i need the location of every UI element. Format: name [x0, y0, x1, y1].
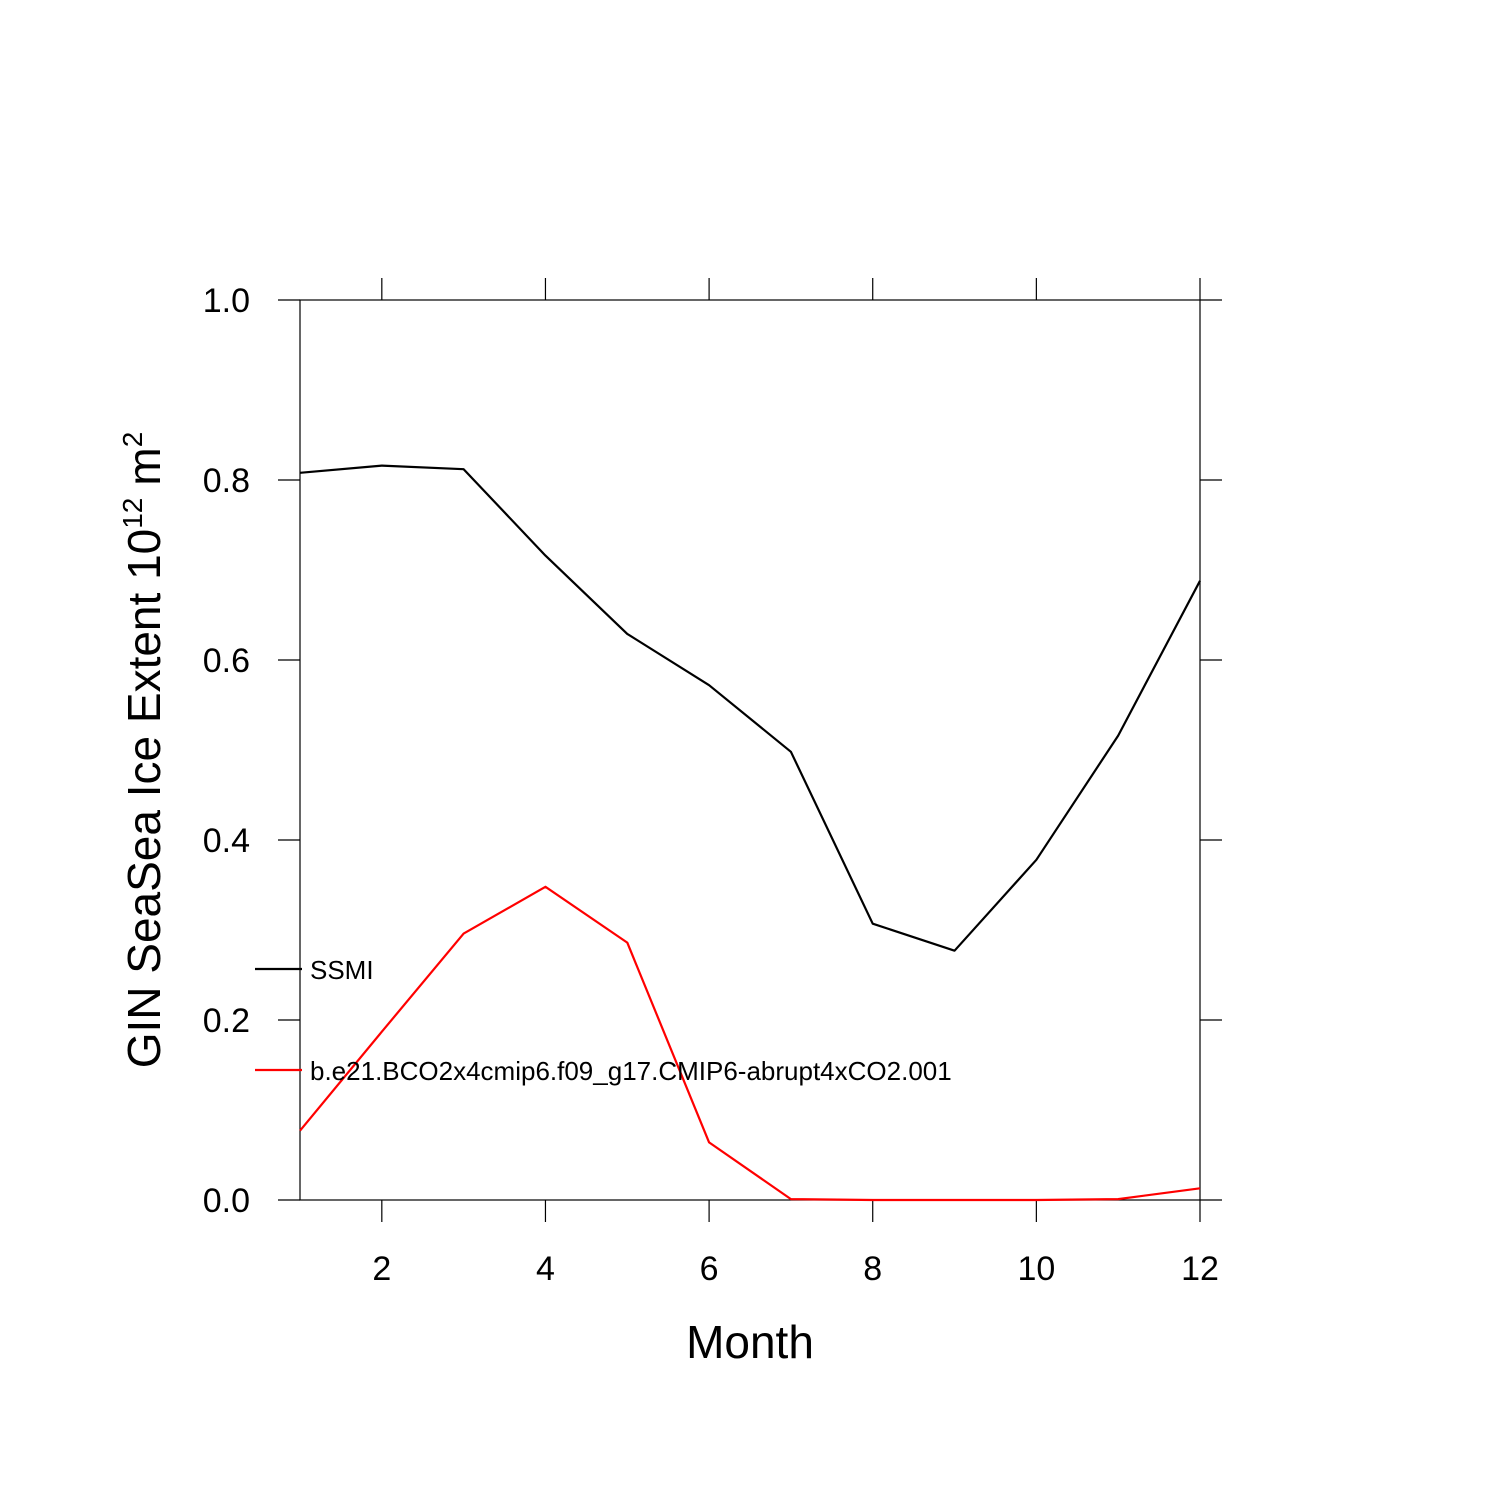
x-tick-label: 8	[863, 1250, 882, 1288]
x-tick-label: 2	[372, 1250, 391, 1288]
data-line	[299, 885, 1201, 1202]
y-label-text: GIN SeaSea Ice Extent 10	[118, 529, 170, 1069]
y-tick-label: 0.8	[203, 462, 250, 500]
x-tick-label: 6	[700, 1250, 719, 1288]
y-tick-label: 0.4	[203, 822, 250, 860]
x-tick-label: 10	[1017, 1250, 1055, 1288]
y-axis-label: GIN SeaSea Ice Extent 1012 m2	[117, 432, 170, 1069]
x-axis-label: Month	[686, 1316, 814, 1368]
data-line	[299, 464, 1201, 952]
x-tick-label: 12	[1181, 1250, 1219, 1288]
legend-label: b.e21.BCO2x4cmip6.f09_g17.CMIP6-abrupt4x…	[310, 1056, 952, 1086]
y-label-unit: m	[118, 447, 170, 485]
x-tick-label: 4	[536, 1250, 555, 1288]
y-tick-label: 0.0	[203, 1182, 250, 1220]
y-tick-label: 0.6	[203, 642, 250, 680]
y-label-exponent: 12	[117, 498, 148, 529]
y-label-unit-exponent: 2	[117, 432, 148, 448]
legend-label: SSMI	[310, 955, 374, 985]
plot-frame	[299, 299, 1201, 1201]
y-tick-label: 0.2	[203, 1002, 250, 1040]
y-tick-label: 1.0	[203, 282, 250, 320]
